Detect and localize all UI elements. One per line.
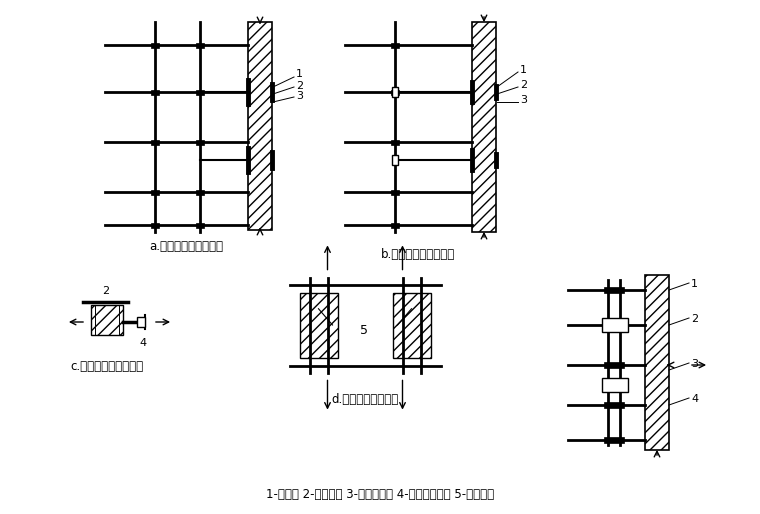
Text: 2: 2 — [691, 314, 698, 324]
Bar — [392, 155, 398, 165]
Text: 2: 2 — [520, 80, 527, 90]
Bar — [196, 43, 204, 47]
Text: 2: 2 — [296, 81, 303, 91]
Bar — [392, 292, 430, 358]
Bar — [196, 223, 204, 228]
Text: d.门窗洞口处的连接: d.门窗洞口处的连接 — [331, 393, 399, 406]
Text: 1: 1 — [691, 279, 698, 289]
Text: 3: 3 — [691, 359, 698, 369]
Bar — [151, 43, 159, 47]
Text: 1: 1 — [520, 65, 527, 75]
Bar — [151, 223, 159, 228]
Text: 4: 4 — [139, 338, 146, 348]
Text: 4: 4 — [691, 394, 698, 404]
Bar — [151, 139, 159, 144]
Bar — [604, 437, 624, 443]
Text: 1-垫木； 2-矩锂管； 3-直角扣件； 4-横向水平杆； 5-附加锂管: 1-垫木； 2-矩锂管； 3-直角扣件； 4-横向水平杆； 5-附加锂管 — [266, 487, 494, 501]
Bar — [137, 317, 145, 327]
Bar — [91, 305, 123, 335]
Bar — [391, 139, 399, 144]
Text: 5: 5 — [360, 323, 368, 337]
Text: 2: 2 — [102, 286, 109, 296]
Bar — [391, 190, 399, 194]
Text: a.双排脚手架（平面）: a.双排脚手架（平面） — [150, 240, 223, 253]
Bar — [196, 89, 204, 95]
Bar — [248, 22, 272, 230]
Bar — [602, 378, 628, 392]
Text: 1: 1 — [296, 69, 303, 79]
Text: 3: 3 — [520, 95, 527, 105]
Bar — [196, 190, 204, 194]
Bar — [196, 139, 204, 144]
Bar — [472, 22, 496, 232]
Bar — [151, 190, 159, 194]
Bar — [392, 87, 398, 97]
Bar — [604, 362, 624, 368]
Bar — [604, 322, 624, 328]
Bar — [602, 318, 628, 332]
Text: c.脚手架与框架柱连接: c.脚手架与框架柱连接 — [71, 360, 144, 373]
Bar — [645, 275, 669, 450]
Bar — [299, 292, 337, 358]
Text: b.单排脚手架（平面）: b.单排脚手架（平面） — [382, 248, 456, 261]
Text: 3: 3 — [296, 91, 303, 101]
Bar — [151, 89, 159, 95]
Bar — [604, 402, 624, 408]
Bar — [391, 223, 399, 228]
Bar — [604, 287, 624, 293]
Bar — [391, 43, 399, 47]
Bar — [391, 89, 399, 95]
